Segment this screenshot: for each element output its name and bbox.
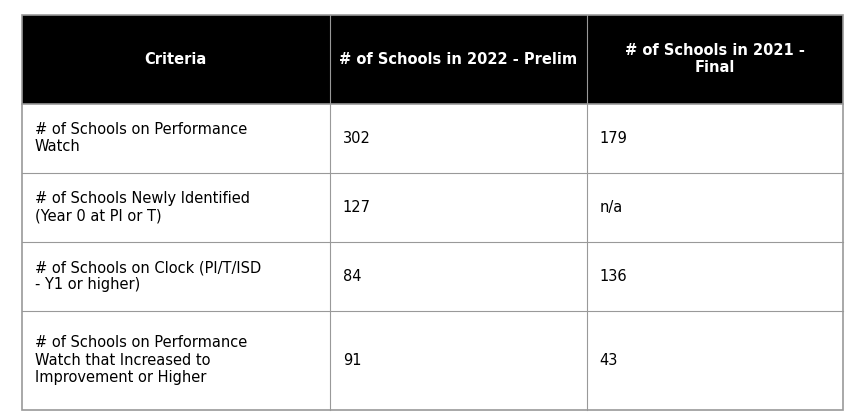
- Bar: [586, 241, 843, 311]
- Text: 43: 43: [599, 353, 618, 368]
- Bar: [330, 15, 586, 104]
- Bar: [22, 311, 330, 410]
- Text: 84: 84: [343, 269, 362, 284]
- Text: Criteria: Criteria: [144, 52, 207, 67]
- Bar: [22, 104, 330, 173]
- Bar: [22, 241, 330, 311]
- Text: n/a: n/a: [599, 200, 623, 215]
- Bar: [330, 104, 586, 173]
- Bar: [586, 311, 843, 410]
- Text: 91: 91: [343, 353, 362, 368]
- Text: # of Schools Newly Identified
(Year 0 at PI or T): # of Schools Newly Identified (Year 0 at…: [35, 191, 250, 223]
- Text: # of Schools in 2021 -
Final: # of Schools in 2021 - Final: [625, 43, 805, 75]
- Text: 179: 179: [599, 131, 627, 146]
- Bar: [586, 173, 843, 241]
- Text: # of Schools in 2022 - Prelim: # of Schools in 2022 - Prelim: [339, 52, 577, 67]
- Text: 302: 302: [343, 131, 370, 146]
- Bar: [330, 241, 586, 311]
- Bar: [586, 15, 843, 104]
- Bar: [22, 173, 330, 241]
- Text: 136: 136: [599, 269, 627, 284]
- Text: # of Schools on Performance
Watch that Increased to
Improvement or Higher: # of Schools on Performance Watch that I…: [35, 335, 247, 385]
- Text: 127: 127: [343, 200, 371, 215]
- Text: # of Schools on Performance
Watch: # of Schools on Performance Watch: [35, 122, 247, 154]
- Bar: [330, 173, 586, 241]
- Bar: [586, 104, 843, 173]
- Bar: [330, 311, 586, 410]
- Text: # of Schools on Clock (PI/T/ISD
- Y1 or higher): # of Schools on Clock (PI/T/ISD - Y1 or …: [35, 260, 261, 292]
- Bar: [22, 15, 330, 104]
